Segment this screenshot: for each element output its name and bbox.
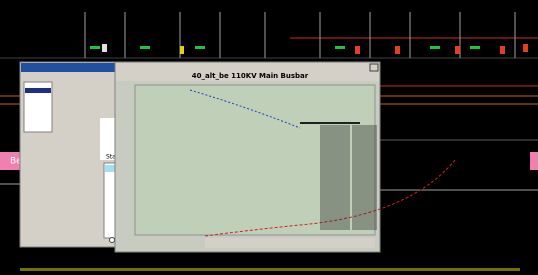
close-button[interactable] [370,64,378,71]
shape [523,44,528,52]
dialog-titlebar [21,63,119,72]
shape [455,46,460,54]
page: {"window": {"title": "40_alt_be 110KV Ma… [0,0,538,275]
station-box-cut [530,152,538,170]
shape [300,122,360,124]
shape [140,46,150,49]
axis-strip [205,238,375,248]
shape [102,44,107,52]
taskbar-items [20,268,520,271]
shape [352,125,377,230]
radio-button[interactable] [110,238,115,243]
shape [180,46,184,54]
screen: BeiTon Status 40_alt_be 110KV Main Busba… [0,0,538,275]
shape [395,46,400,54]
shape [320,125,350,230]
shape [90,46,100,49]
selected-item[interactable] [25,88,51,93]
shape [500,46,505,54]
shape [430,46,440,49]
window-title: 40_alt_be 110KV Main Busbar [192,72,309,80]
shape [335,46,345,49]
shape [470,46,480,49]
shape [195,46,205,49]
shape [355,46,360,54]
